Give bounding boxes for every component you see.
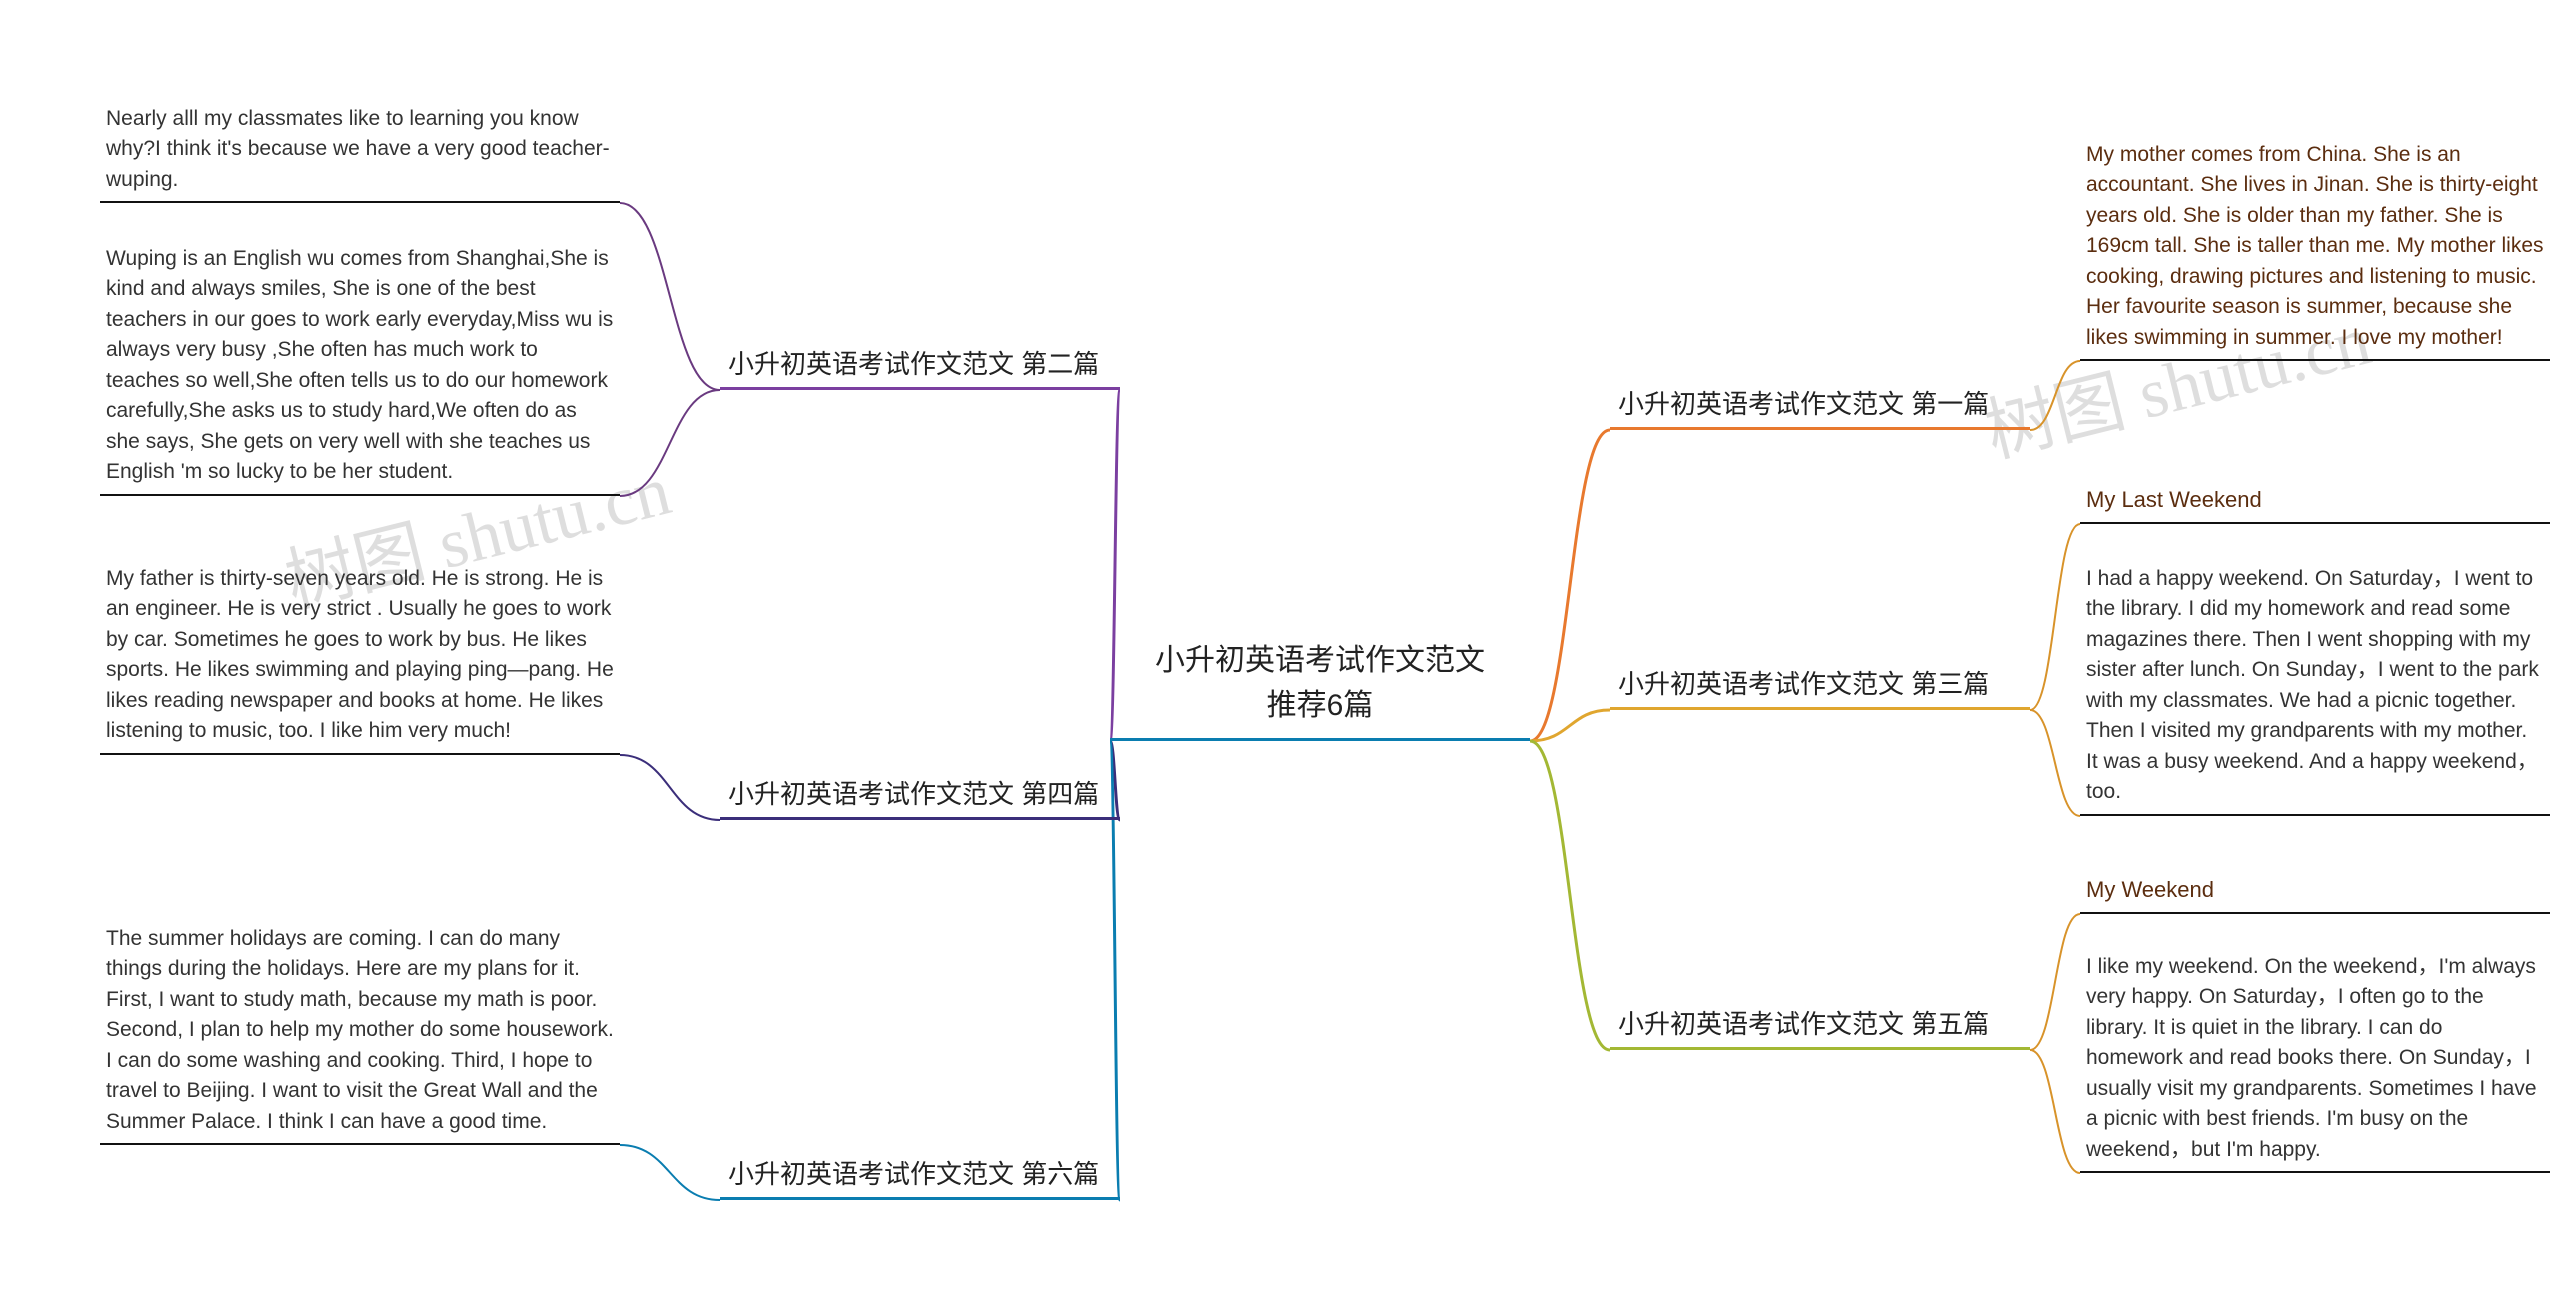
branch-essay-1: 小升初英语考试作文范文 第一篇 xyxy=(1610,380,2030,430)
leaf-essay-3-title: My Last Weekend xyxy=(2080,480,2550,524)
branch-essay-6: 小升初英语考试作文范文 第六篇 xyxy=(720,1150,1120,1200)
center-topic: 小升初英语考试作文范文 推荐6篇 xyxy=(1110,630,1530,741)
branch-essay-4: 小升初英语考试作文范文 第四篇 xyxy=(720,770,1120,820)
center-line2: 推荐6篇 xyxy=(1267,689,1374,722)
center-line1: 小升初英语考试作文范文 xyxy=(1155,644,1485,677)
branch-essay-5: 小升初英语考试作文范文 第五篇 xyxy=(1610,1000,2030,1050)
leaf-essay-4-body: My father is thirty-seven years old. He … xyxy=(100,560,620,755)
branch-essay-3: 小升初英语考试作文范文 第三篇 xyxy=(1610,660,2030,710)
leaf-essay-2-p2: Wuping is an English wu comes from Shang… xyxy=(100,240,620,496)
leaf-essay-1-body: My mother comes from China. She is an ac… xyxy=(2080,136,2550,361)
leaf-essay-5-body: I like my weekend. On the weekend，I'm al… xyxy=(2080,948,2550,1173)
leaf-essay-2-p1: Nearly alll my classmates like to learni… xyxy=(100,100,620,203)
branch-essay-2: 小升初英语考试作文范文 第二篇 xyxy=(720,340,1120,390)
leaf-essay-3-body: I had a happy weekend. On Saturday，I wen… xyxy=(2080,560,2550,816)
leaf-essay-6-body: The summer holidays are coming. I can do… xyxy=(100,920,620,1145)
leaf-essay-5-title: My Weekend xyxy=(2080,870,2550,914)
